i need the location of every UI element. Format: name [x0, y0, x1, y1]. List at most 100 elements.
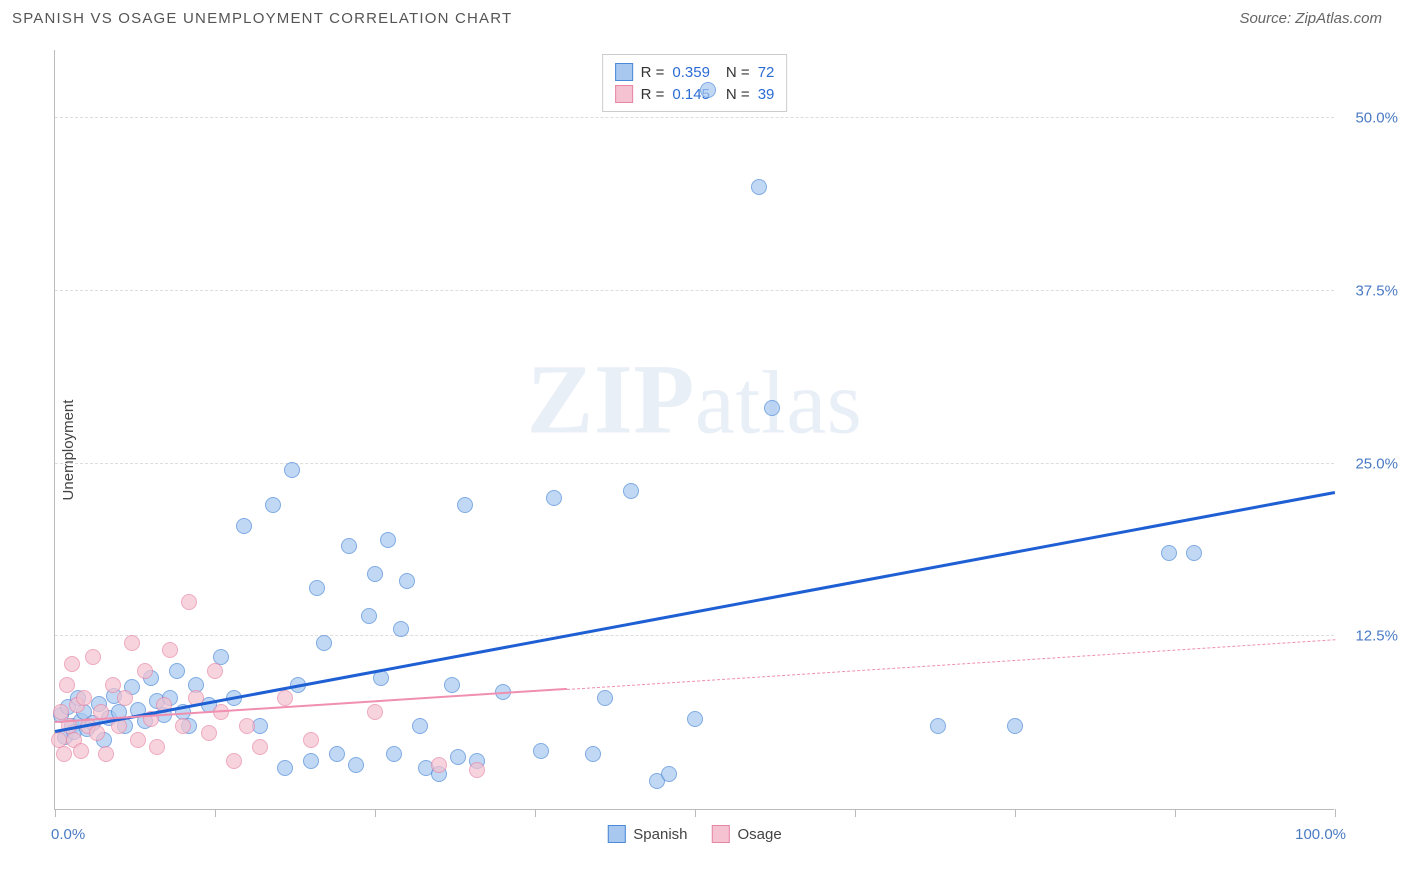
regression-line	[567, 639, 1335, 690]
data-point	[393, 621, 409, 637]
data-point	[444, 677, 460, 693]
legend-n-label: N =	[726, 64, 750, 81]
data-point	[1007, 718, 1023, 734]
data-point	[117, 690, 133, 706]
x-tick	[1335, 809, 1336, 817]
data-point	[207, 663, 223, 679]
gridline-h	[55, 463, 1334, 464]
data-point	[239, 718, 255, 734]
legend-row: R =0.145N =39	[615, 83, 775, 105]
data-point	[431, 757, 447, 773]
x-axis-min-label: 0.0%	[51, 826, 85, 843]
data-point	[361, 608, 377, 624]
data-point	[585, 746, 601, 762]
legend-label: Osage	[738, 826, 782, 843]
data-point	[181, 594, 197, 610]
data-point	[329, 746, 345, 762]
data-point	[367, 704, 383, 720]
legend-swatch	[615, 63, 633, 81]
data-point	[469, 762, 485, 778]
gridline-h	[55, 117, 1334, 118]
y-tick-label: 25.0%	[1355, 455, 1398, 472]
data-point	[399, 573, 415, 589]
data-point	[700, 82, 716, 98]
data-point	[661, 766, 677, 782]
data-point	[59, 677, 75, 693]
watermark: ZIPatlas	[527, 342, 863, 457]
data-point	[687, 711, 703, 727]
data-point	[1186, 545, 1202, 561]
data-point	[226, 753, 242, 769]
legend-r-label: R =	[641, 86, 665, 103]
data-point	[386, 746, 402, 762]
data-point	[546, 490, 562, 506]
x-tick	[695, 809, 696, 817]
y-tick-label: 12.5%	[1355, 628, 1398, 645]
data-point	[597, 690, 613, 706]
data-point	[89, 725, 105, 741]
data-point	[265, 497, 281, 513]
data-point	[124, 635, 140, 651]
data-point	[64, 656, 80, 672]
x-tick	[55, 809, 56, 817]
data-point	[303, 753, 319, 769]
legend-label: Spanish	[633, 826, 687, 843]
data-point	[284, 462, 300, 478]
x-tick	[1175, 809, 1176, 817]
gridline-h	[55, 635, 1334, 636]
legend-item: Osage	[712, 825, 782, 843]
legend-stats: R =0.359N =72R =0.145N =39	[602, 54, 788, 112]
data-point	[367, 566, 383, 582]
data-point	[169, 663, 185, 679]
y-tick-label: 50.0%	[1355, 110, 1398, 127]
gridline-h	[55, 290, 1334, 291]
data-point	[76, 690, 92, 706]
data-point	[277, 690, 293, 706]
x-tick	[1015, 809, 1016, 817]
data-point	[277, 760, 293, 776]
data-point	[162, 642, 178, 658]
data-point	[751, 179, 767, 195]
data-point	[73, 743, 89, 759]
legend-n-value: 39	[758, 86, 775, 103]
data-point	[341, 538, 357, 554]
plot-area: ZIPatlas R =0.359N =72R =0.145N =39 Span…	[54, 50, 1334, 810]
legend-swatch	[615, 85, 633, 103]
data-point	[764, 400, 780, 416]
x-tick	[215, 809, 216, 817]
x-tick	[375, 809, 376, 817]
data-point	[412, 718, 428, 734]
data-point	[930, 718, 946, 734]
data-point	[623, 483, 639, 499]
legend-n-label: N =	[726, 86, 750, 103]
data-point	[105, 677, 121, 693]
x-tick	[855, 809, 856, 817]
data-point	[316, 635, 332, 651]
data-point	[1161, 545, 1177, 561]
legend-series: Spanish Osage	[607, 825, 781, 843]
data-point	[380, 532, 396, 548]
chart-title: SPANISH VS OSAGE UNEMPLOYMENT CORRELATIO…	[12, 10, 512, 27]
data-point	[309, 580, 325, 596]
legend-swatch	[712, 825, 730, 843]
chart-container: Unemployment ZIPatlas R =0.359N =72R =0.…	[40, 40, 1380, 860]
x-axis-max-label: 100.0%	[1295, 826, 1346, 843]
data-point	[457, 497, 473, 513]
legend-r-value: 0.359	[672, 64, 710, 81]
data-point	[98, 746, 114, 762]
legend-item: Spanish	[607, 825, 687, 843]
legend-swatch	[607, 825, 625, 843]
data-point	[533, 743, 549, 759]
data-point	[450, 749, 466, 765]
legend-r-label: R =	[641, 64, 665, 81]
data-point	[236, 518, 252, 534]
legend-n-value: 72	[758, 64, 775, 81]
data-point	[201, 725, 217, 741]
data-point	[56, 746, 72, 762]
header: SPANISH VS OSAGE UNEMPLOYMENT CORRELATIO…	[0, 0, 1406, 33]
data-point	[175, 718, 191, 734]
legend-row: R = 0.359 N = 72	[615, 61, 775, 83]
x-tick	[535, 809, 536, 817]
data-point	[252, 739, 268, 755]
data-point	[348, 757, 364, 773]
